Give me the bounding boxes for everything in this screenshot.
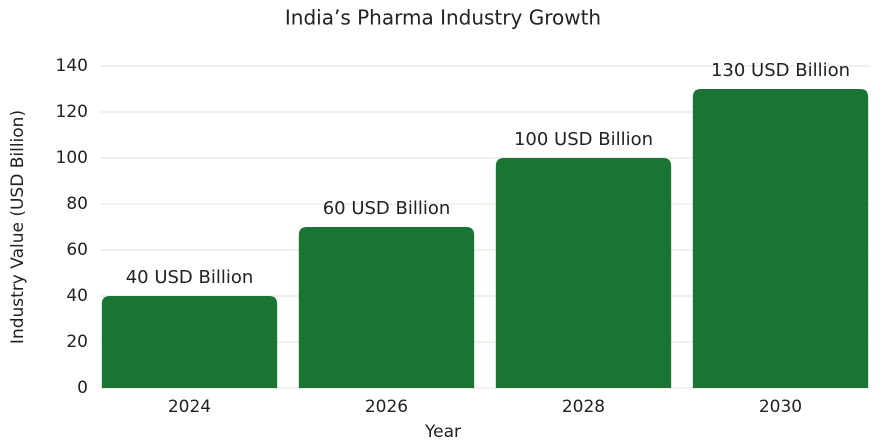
bar — [298, 227, 475, 388]
bar-annotation: 130 USD Billion — [711, 60, 850, 81]
x-tick-label: 2024 — [168, 397, 211, 417]
bar-annotation: 40 USD Billion — [126, 267, 254, 288]
x-axis-label: Year — [424, 422, 461, 442]
x-tick-label: 2028 — [562, 397, 605, 417]
x-tick-label: 2030 — [759, 397, 802, 417]
y-tick-label: 140 — [56, 56, 88, 76]
y-tick-label: 100 — [56, 148, 88, 168]
bar — [495, 158, 672, 388]
bar-annotation: 100 USD Billion — [514, 129, 653, 150]
bar — [101, 296, 278, 388]
y-tick-label: 20 — [66, 332, 88, 352]
x-tick-label: 2026 — [365, 397, 408, 417]
y-tick-label: 120 — [56, 102, 88, 122]
chart-title: India’s Pharma Industry Growth — [285, 6, 601, 30]
y-axis-label: Industry Value (USD Billion) — [8, 110, 28, 344]
y-tick-label: 0 — [77, 378, 88, 398]
bar-annotation: 60 USD Billion — [323, 198, 451, 219]
y-tick-label: 40 — [66, 286, 88, 306]
bar — [692, 89, 869, 388]
y-tick-label: 60 — [66, 240, 88, 260]
y-tick-label: 80 — [66, 194, 88, 214]
